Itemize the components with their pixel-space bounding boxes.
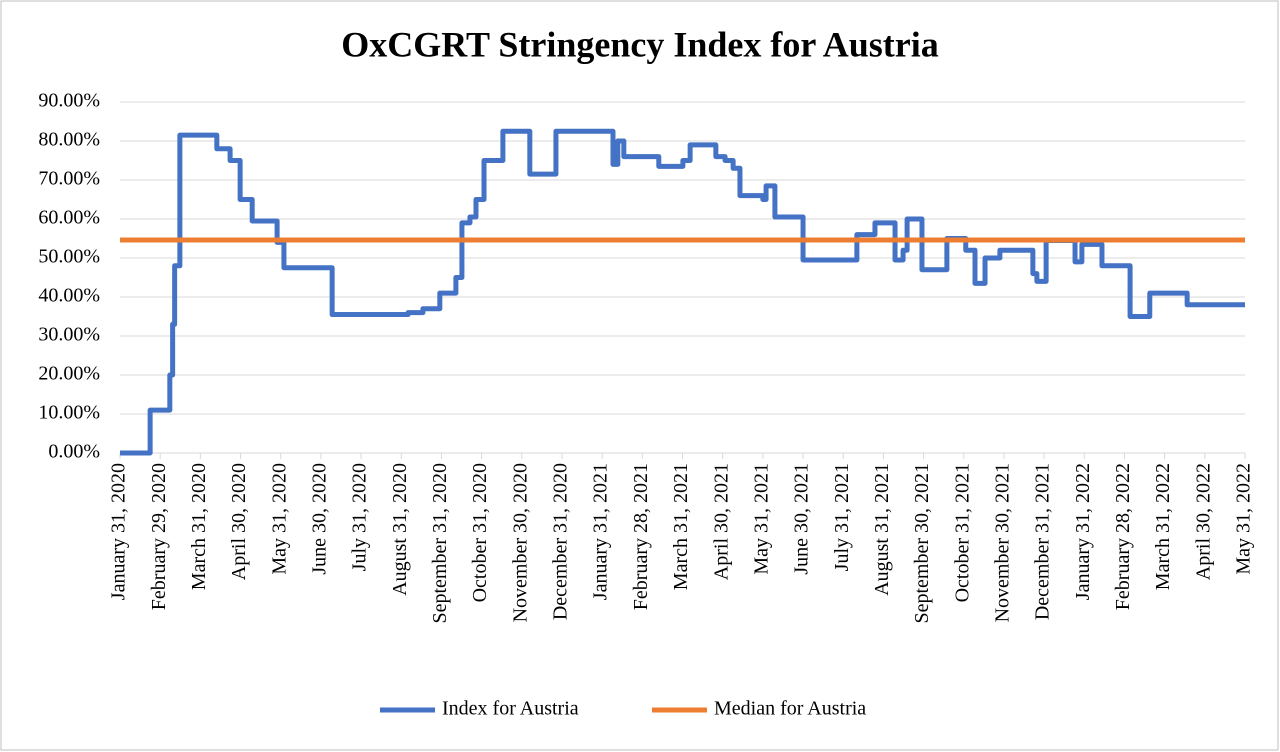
y-tick-label: 70.00% [38,168,100,190]
x-tick-label: March 31, 2022 [1152,463,1174,590]
x-tick-label: March 31, 2021 [670,463,692,590]
x-tick-label: October 31, 2021 [951,463,973,602]
x-tick-label: September 31, 2020 [429,463,451,624]
chart-title: OxCGRT Stringency Index for Austria [341,24,938,64]
x-tick-label: January 31, 2021 [590,463,612,600]
y-tick-label: 80.00% [38,129,100,151]
x-tick-label: April 30, 2022 [1192,463,1214,580]
x-tick-label: February 28, 2022 [1112,463,1134,610]
data-line [120,128,1245,456]
x-tick-label: January 31, 2020 [108,463,130,600]
x-tick-label: December 31, 2020 [550,463,572,620]
x-tick-label: June 30, 2020 [308,463,330,575]
x-tick-label: November 30, 2020 [509,463,531,622]
x-tick-label: March 31, 2020 [188,463,210,590]
x-tick-label: August 31, 2021 [871,463,893,596]
y-tick-label: 30.00% [38,324,100,346]
y-tick-label: 0.00% [48,441,100,463]
x-tick-label: July 31, 2020 [349,463,371,571]
legend-label: Index for Austria [442,698,579,720]
x-tick-label: April 30, 2021 [710,463,732,580]
x-tick-label: September 30, 2021 [911,463,933,624]
x-tick-label: February 28, 2021 [630,463,652,610]
x-tick-label: May 31, 2020 [268,463,290,575]
x-tick-label: July 31, 2021 [831,463,853,571]
x-tick-label: August 31, 2020 [389,463,411,596]
x-tick-label: November 30, 2021 [992,463,1014,622]
y-tick-label: 20.00% [38,363,100,385]
x-tick-label: May 31, 2021 [750,463,772,575]
x-tick-label: May 31, 2022 [1233,463,1255,575]
x-tick-label: December 31, 2021 [1032,463,1054,620]
x-tick-label: June 30, 2021 [791,463,813,575]
y-tick-label: 50.00% [38,246,100,268]
x-tick-label: April 30, 2020 [228,463,250,580]
y-tick-label: 40.00% [38,285,100,307]
y-tick-label: 60.00% [38,207,100,229]
y-tick-label: 10.00% [38,402,100,424]
x-tick-label: October 31, 2020 [469,463,491,602]
x-tick-label: February 29, 2020 [148,463,170,610]
legend-label: Median for Austria [714,698,866,720]
y-tick-label: 90.00% [38,90,100,112]
x-tick-label: January 31, 2022 [1072,463,1094,600]
